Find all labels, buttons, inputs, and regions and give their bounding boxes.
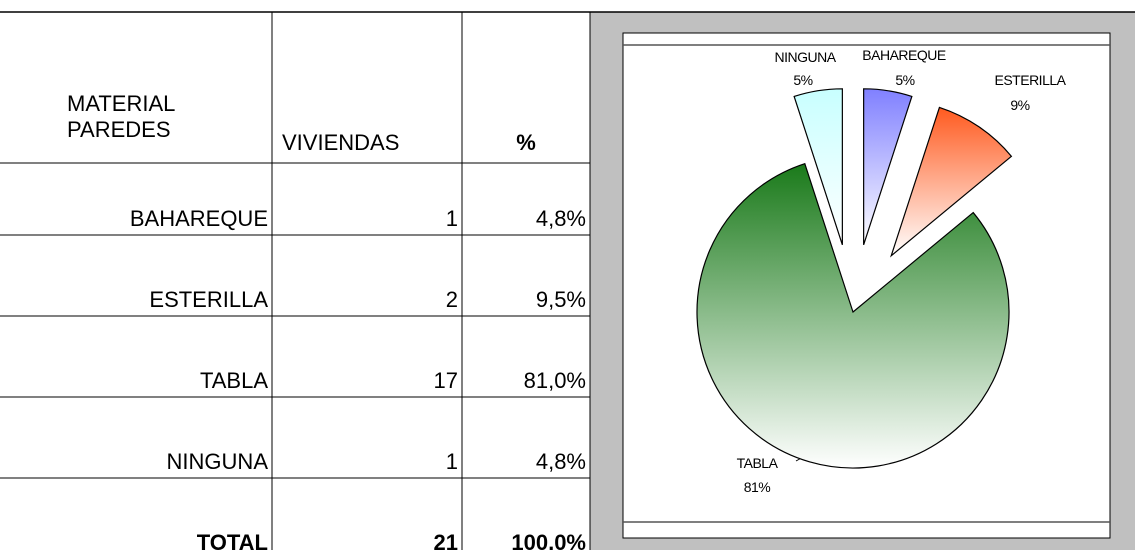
header-cell: % xyxy=(516,130,536,155)
table-cell: ESTERILLA xyxy=(149,287,268,312)
slice-label: TABLA xyxy=(737,455,779,471)
table-grid xyxy=(0,12,591,550)
slice-label: ESTERILLA xyxy=(995,72,1067,88)
slice-value: 81% xyxy=(744,479,771,495)
table-cell: BAHAREQUE xyxy=(130,206,268,231)
slice-label: NINGUNA xyxy=(774,49,836,65)
pie-slice xyxy=(863,88,913,246)
slice-value: 5% xyxy=(895,72,914,88)
pie-slice xyxy=(793,88,843,246)
slice-value: 9% xyxy=(1010,97,1029,113)
slice-label: BAHAREQUE xyxy=(862,47,946,63)
table-body: BAHAREQUE 1 4,8% ESTERILLA 2 9,5% TABLA 17 81,0%… xyxy=(130,206,586,550)
header-cell: PAREDES xyxy=(67,117,171,142)
total-cell: 21 xyxy=(434,530,458,550)
pie-slice xyxy=(890,106,1013,258)
table-cell: 1 xyxy=(446,206,458,231)
header-cell: MATERIAL xyxy=(67,91,175,116)
table-cell: NINGUNA xyxy=(167,449,269,474)
table-cell: TABLA xyxy=(200,368,268,393)
header-cell: VIVIENDAS xyxy=(282,130,399,155)
pie-slice xyxy=(696,162,1010,469)
table-cell: 9,5% xyxy=(536,287,586,312)
table-cell: 17 xyxy=(434,368,458,393)
slice-value: 5% xyxy=(793,72,812,88)
total-cell: TOTAL xyxy=(197,530,268,550)
table-cell: 81,0% xyxy=(524,368,586,393)
table-cell: 4,8% xyxy=(536,206,586,231)
pie-chart: BAHAREQUE 5% ESTERILLA 9% TABLA 81% NINGUNA 5% xyxy=(696,47,1067,495)
table-cell: 1 xyxy=(446,449,458,474)
table-cell: 4,8% xyxy=(536,449,586,474)
total-cell: 100,0% xyxy=(511,530,586,550)
table-cell: 2 xyxy=(446,287,458,312)
